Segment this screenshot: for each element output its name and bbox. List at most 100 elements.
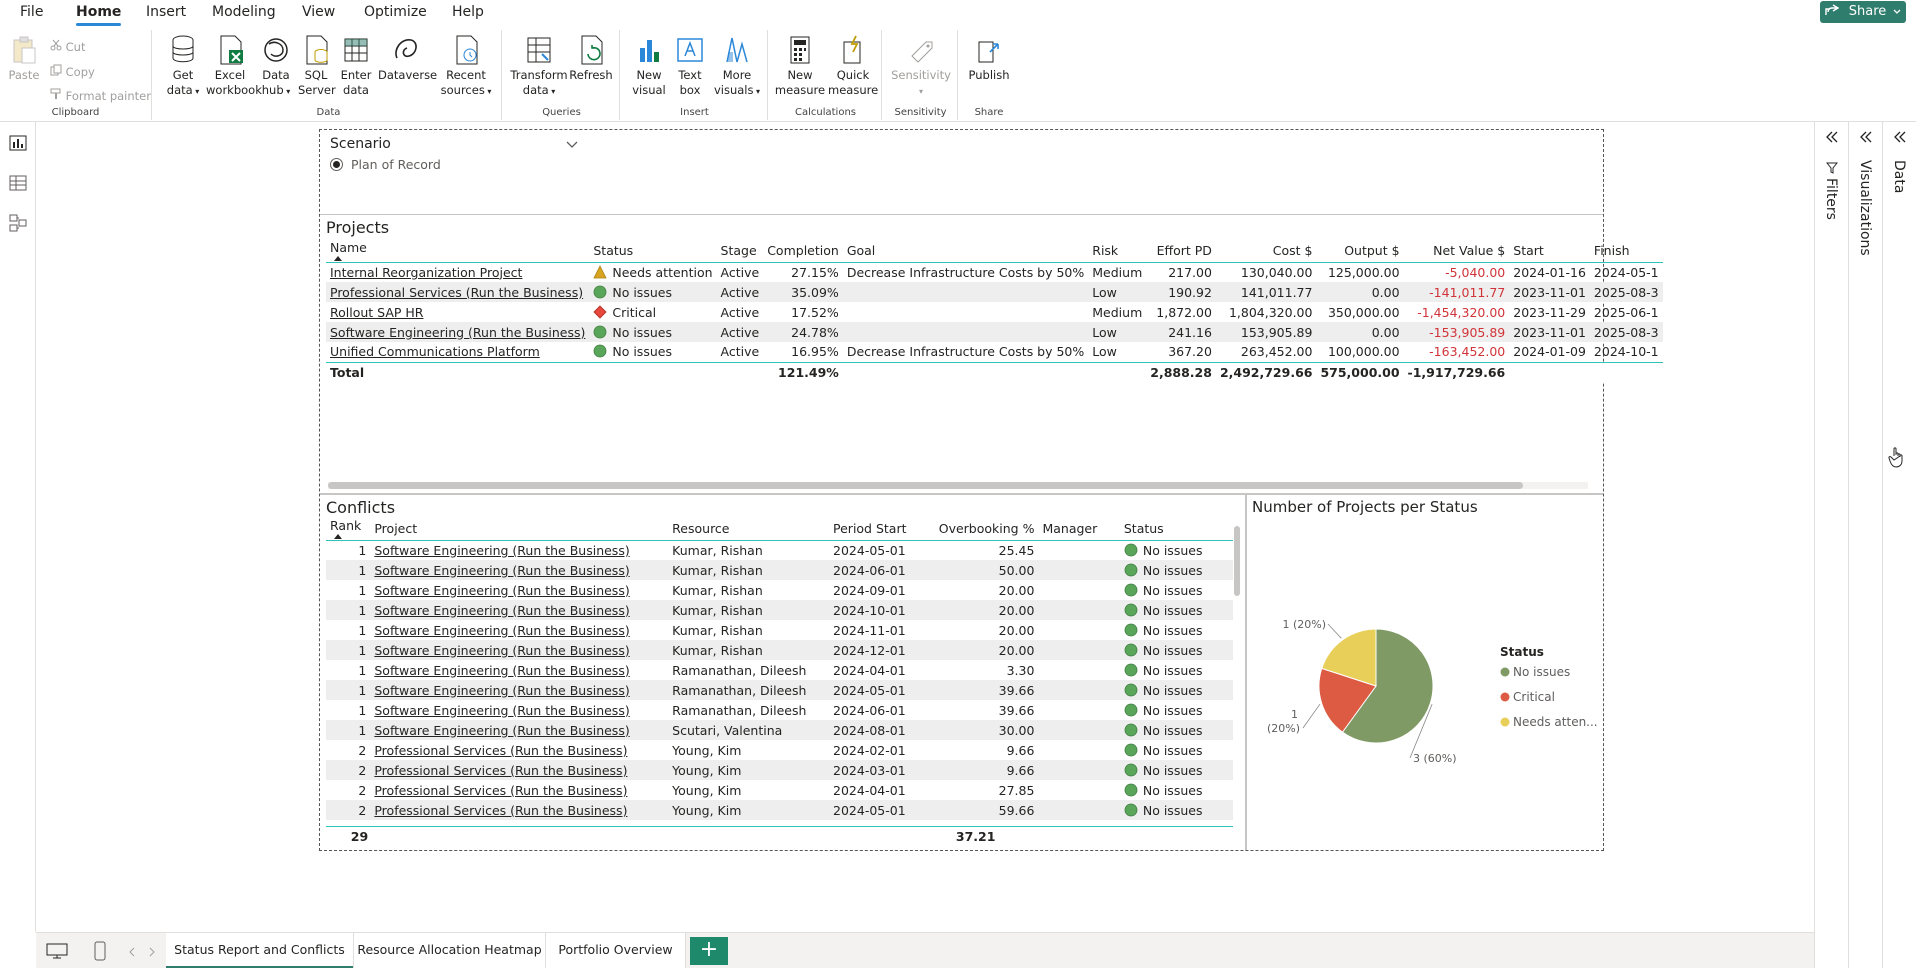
cell-project[interactable]: Software Engineering (Run the Business) [370, 540, 668, 560]
new-measure-button[interactable]: New measure [774, 34, 826, 98]
projects-column-header[interactable]: Name [326, 240, 589, 262]
tab-resource-allocation-heatmap[interactable]: Resource Allocation Heatmap [354, 933, 546, 968]
chevron-right-icon[interactable] [148, 947, 156, 957]
table-row[interactable]: 1 Software Engineering (Run the Business)… [326, 680, 1233, 700]
table-row[interactable]: 1 Software Engineering (Run the Business)… [326, 580, 1233, 600]
cell-project[interactable]: Software Engineering (Run the Business) [370, 720, 668, 740]
menu-help[interactable]: Help [452, 4, 484, 20]
projects-table-visual[interactable]: Projects Name Status Stage Completion Goal Ri… [324, 216, 1663, 489]
projects-column-header[interactable]: Stage [720, 243, 757, 259]
cell-project[interactable]: Professional Services (Run the Business) [370, 740, 668, 760]
chevron-down-icon[interactable] [565, 140, 579, 150]
cell-project[interactable]: Professional Services (Run the Business) [370, 800, 668, 820]
legend-item[interactable]: Critical [1513, 690, 1555, 704]
data-pane[interactable]: Data [1882, 122, 1916, 968]
share-button[interactable]: Share [1820, 1, 1906, 23]
conflicts-column-header[interactable]: Status [1123, 521, 1164, 537]
project-text[interactable]: Software Engineering (Run the Business) [374, 602, 630, 618]
sensitivity-button[interactable]: Sensitivity ▾ [888, 34, 954, 99]
table-row[interactable]: 2 Professional Services (Run the Business… [326, 740, 1233, 760]
projects-column-header[interactable]: Output $ [1344, 243, 1400, 259]
data-hub-button[interactable]: Data hub ▾ [258, 34, 294, 99]
project-text[interactable]: Software Engineering (Run the Business) [374, 542, 630, 558]
visualizations-pane[interactable]: Visualizations [1848, 122, 1882, 968]
mobile-layout-icon[interactable] [94, 941, 106, 961]
project-text[interactable]: Software Engineering (Run the Business) [374, 562, 630, 578]
scenario-slicer[interactable]: Scenario Plan of Record [330, 136, 580, 186]
cell-project[interactable]: Software Engineering (Run the Business) [370, 560, 668, 580]
projects-column-header[interactable]: Status [593, 243, 634, 259]
projects-column-header[interactable]: Net Value $ [1433, 243, 1506, 259]
name-text[interactable]: Internal Reorganization Project [330, 264, 523, 280]
cell-project[interactable]: Software Engineering (Run the Business) [370, 700, 668, 720]
project-text[interactable]: Professional Services (Run the Business) [374, 742, 628, 758]
cell-name[interactable]: Internal Reorganization Project [326, 262, 589, 282]
projects-column-header[interactable]: Cost $ [1272, 243, 1313, 259]
table-row[interactable]: 1 Software Engineering (Run the Business)… [326, 660, 1233, 680]
publish-button[interactable]: Publish [966, 34, 1012, 83]
table-row[interactable]: 1 Software Engineering (Run the Business)… [326, 560, 1233, 580]
project-text[interactable]: Software Engineering (Run the Business) [374, 642, 630, 658]
project-text[interactable]: Software Engineering (Run the Business) [374, 702, 630, 718]
table-row[interactable]: Professional Services (Run the Business)… [326, 282, 1663, 302]
projects-column-header[interactable]: Effort PD [1156, 243, 1212, 259]
report-view-icon[interactable] [7, 132, 29, 154]
table-row[interactable]: 1 Software Engineering (Run the Business)… [326, 620, 1233, 640]
conflicts-column-header[interactable]: Manager [1042, 521, 1098, 537]
get-data-button[interactable]: Get data ▾ [164, 34, 202, 99]
new-visual-button[interactable]: New visual [630, 34, 668, 98]
desktop-layout-icon[interactable] [46, 943, 68, 959]
legend-item[interactable]: No issues [1513, 665, 1570, 679]
tab-portfolio-overview[interactable]: Portfolio Overview [546, 933, 686, 968]
dataverse-button[interactable]: Dataverse [378, 34, 437, 83]
table-row[interactable]: 1 Software Engineering (Run the Business)… [326, 700, 1233, 720]
pie-slice-needs-attention[interactable] [1321, 628, 1377, 687]
cell-name[interactable]: Unified Communications Platform [326, 342, 589, 362]
text-box-button[interactable]: Text box [672, 34, 708, 98]
pie-slice-critical[interactable] [1318, 667, 1377, 733]
enter-data-button[interactable]: Enter data [338, 34, 374, 98]
table-row[interactable]: 1 Software Engineering (Run the Business)… [326, 600, 1233, 620]
cell-project[interactable]: Software Engineering (Run the Business) [370, 580, 668, 600]
cell-project[interactable]: Professional Services (Run the Business) [370, 760, 668, 780]
cell-project[interactable]: Software Engineering (Run the Business) [370, 680, 668, 700]
conflicts-table-visual[interactable]: Conflicts Rank Project Resource Period Star… [324, 496, 1244, 850]
cell-project[interactable]: Software Engineering (Run the Business) [370, 640, 668, 660]
project-text[interactable]: Professional Services (Run the Business) [374, 802, 628, 818]
filters-pane[interactable]: Filters [1814, 122, 1848, 968]
cell-name[interactable]: Professional Services (Run the Business) [326, 282, 589, 302]
menu-modeling[interactable]: Modeling [212, 4, 276, 20]
quick-measure-button[interactable]: Quick measure [828, 34, 878, 98]
conflicts-column-header[interactable]: Resource [672, 521, 730, 537]
table-row[interactable]: Software Engineering (Run the Business) N… [326, 322, 1663, 342]
conflicts-column-header[interactable]: Project [374, 521, 418, 537]
radio-selected-icon[interactable] [330, 158, 343, 171]
name-text[interactable]: Rollout SAP HR [330, 304, 424, 320]
project-text[interactable]: Software Engineering (Run the Business) [374, 662, 630, 678]
table-row[interactable]: 2 Professional Services (Run the Business… [326, 780, 1233, 800]
projects-column-header[interactable]: Risk [1092, 243, 1119, 259]
legend-item[interactable]: Needs atten... [1513, 715, 1598, 729]
project-text[interactable]: Software Engineering (Run the Business) [374, 722, 630, 738]
name-text[interactable]: Unified Communications Platform [330, 344, 540, 360]
collapse-chevron-icon[interactable] [1858, 130, 1874, 144]
projects-column-header[interactable]: Completion [767, 243, 839, 259]
format-painter-button[interactable]: Format painter [50, 88, 151, 103]
cell-project[interactable]: Software Engineering (Run the Business) [370, 620, 668, 640]
copy-button[interactable]: Copy [50, 64, 95, 79]
projects-column-header[interactable]: Finish [1593, 243, 1630, 259]
menu-insert[interactable]: Insert [146, 4, 187, 20]
projects-column-header[interactable]: Goal [846, 243, 876, 259]
cell-project[interactable]: Software Engineering (Run the Business) [370, 600, 668, 620]
table-view-icon[interactable] [7, 172, 29, 194]
cell-project[interactable]: Professional Services (Run the Business) [370, 780, 668, 800]
collapse-chevron-icon[interactable] [1824, 130, 1840, 144]
table-row[interactable]: 1 Software Engineering (Run the Business)… [326, 720, 1233, 740]
project-text[interactable]: Professional Services (Run the Business) [374, 782, 628, 798]
name-text[interactable]: Software Engineering (Run the Business) [330, 324, 586, 340]
menu-file[interactable]: File [20, 4, 44, 20]
collapse-chevron-icon[interactable] [1892, 130, 1908, 144]
horizontal-scrollbar[interactable] [328, 482, 1588, 489]
scrollbar-thumb[interactable] [328, 482, 1523, 489]
conflicts-column-header[interactable]: Rank [326, 518, 370, 540]
